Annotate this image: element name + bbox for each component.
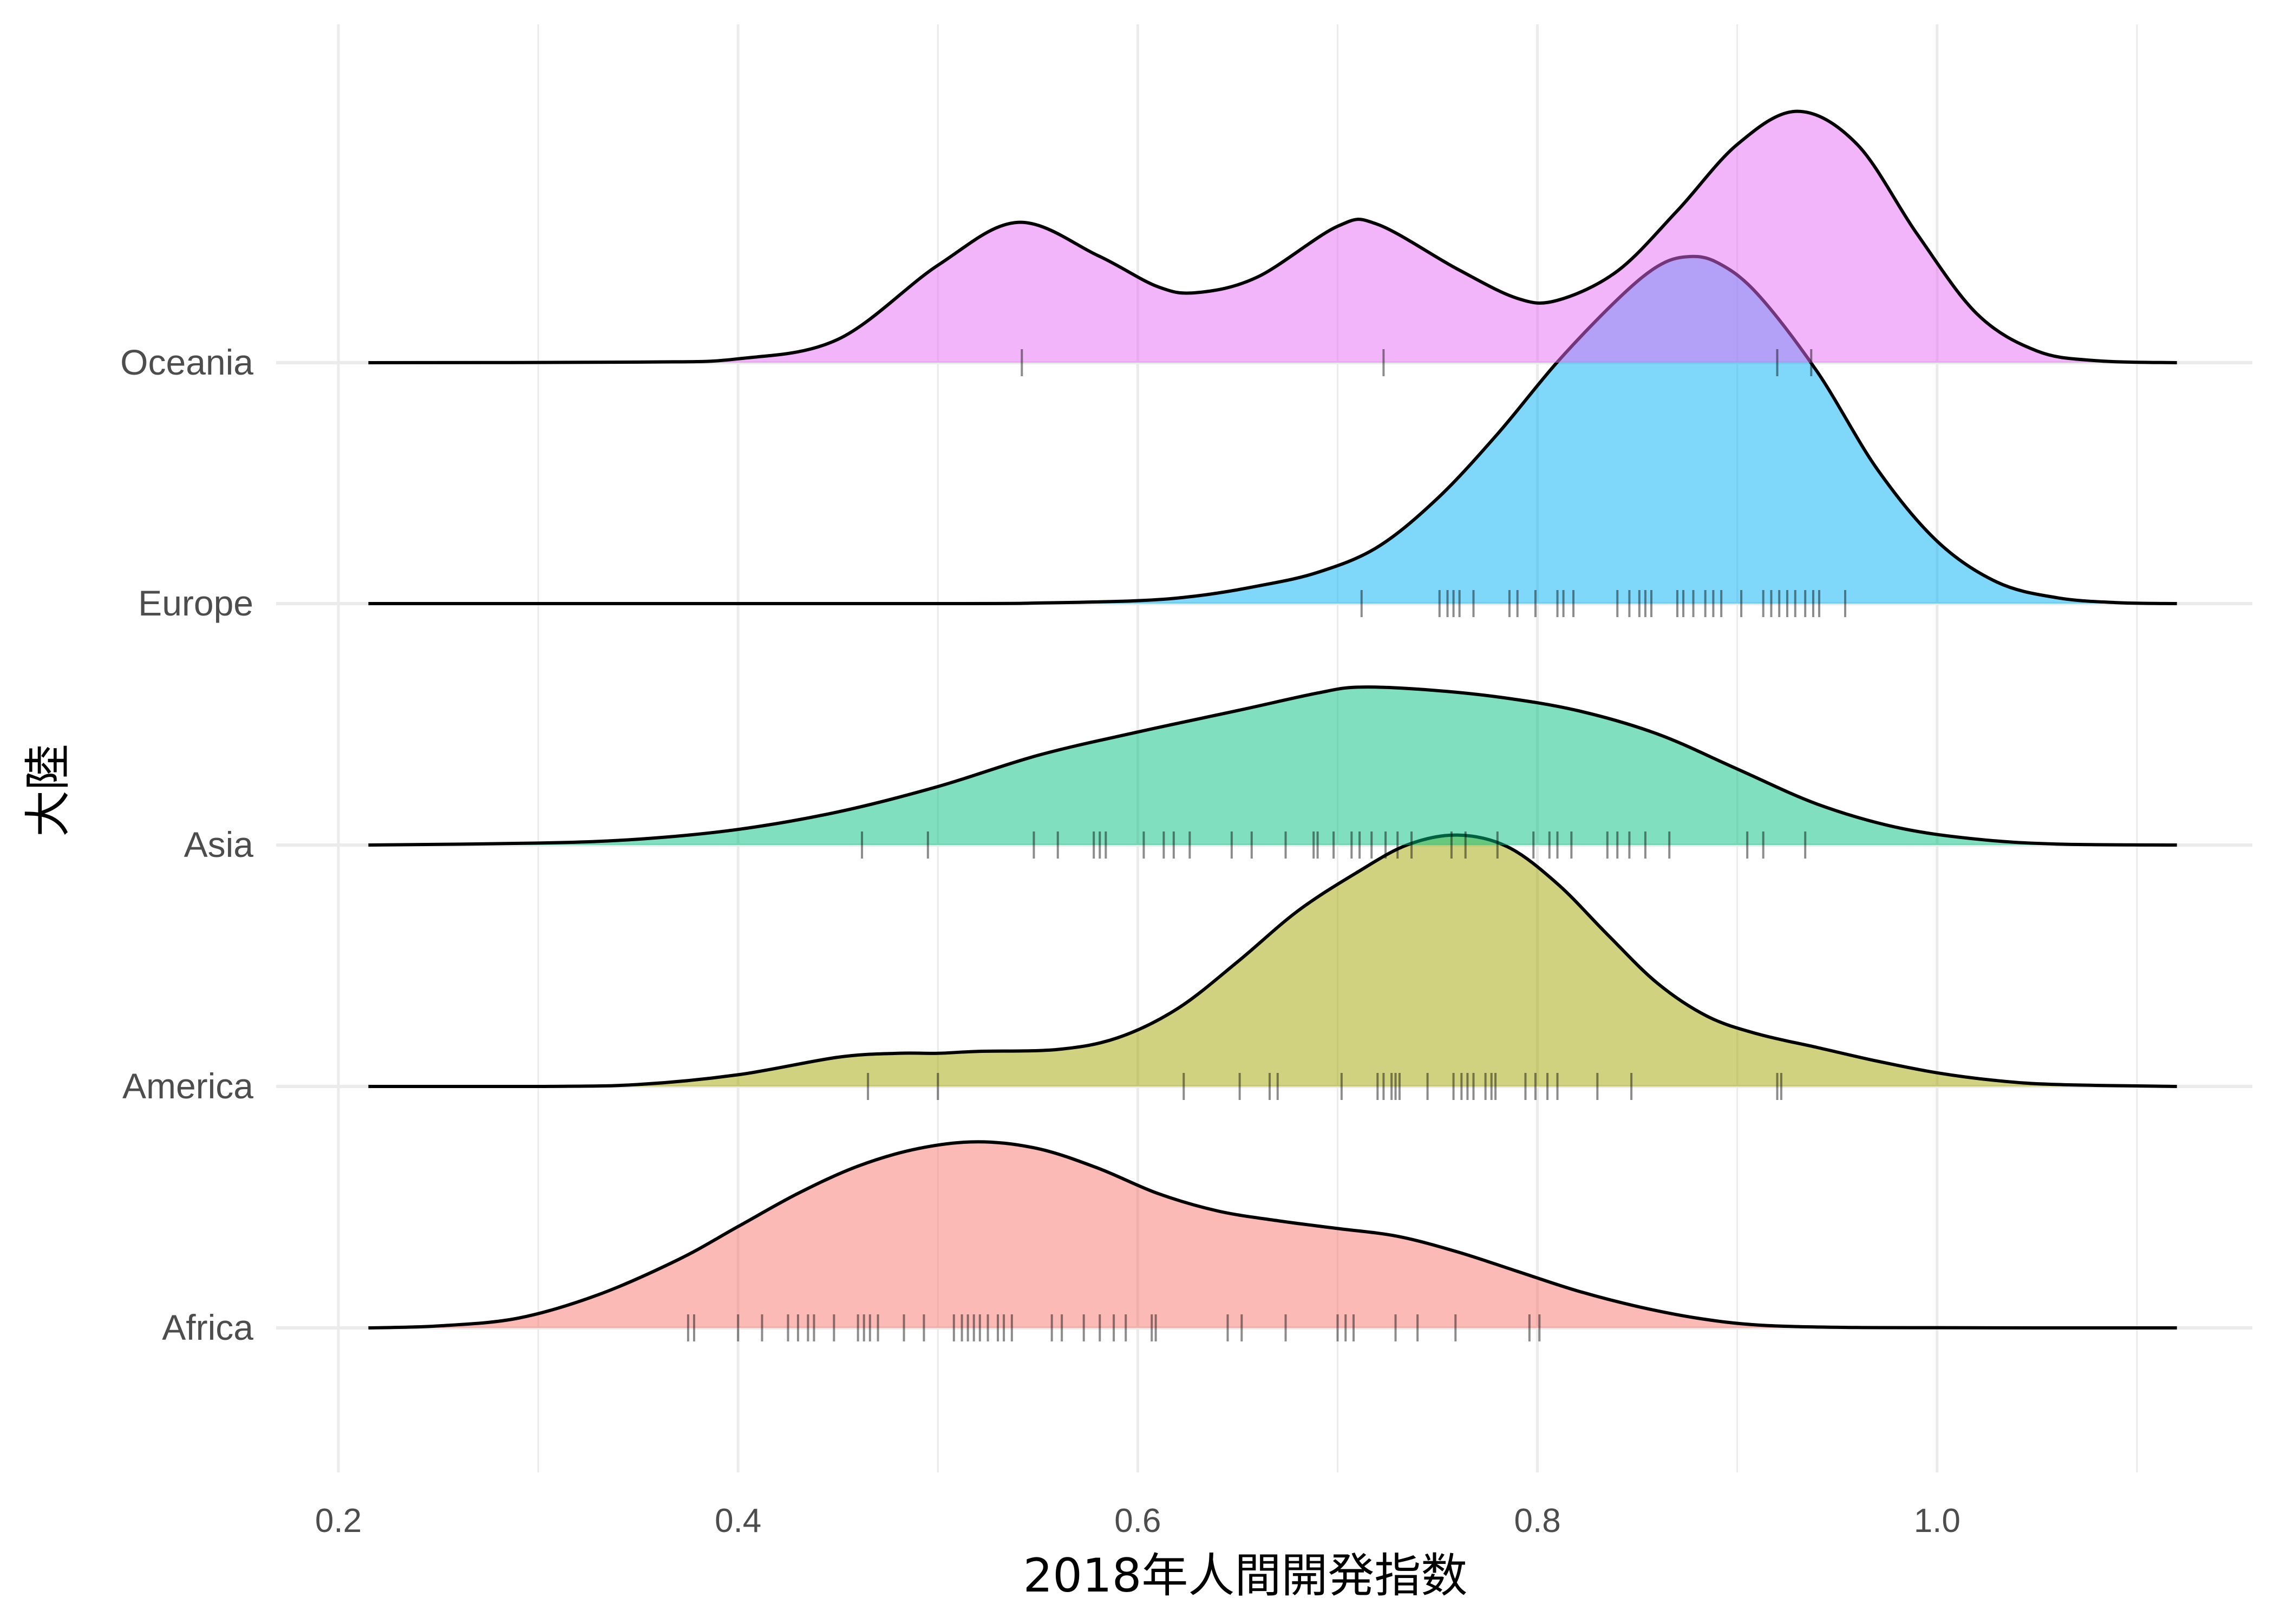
x-tick-label: 0.4 <box>715 1502 761 1540</box>
density-line-africa <box>368 1140 2177 1330</box>
x-tick-label: 1.0 <box>1914 1502 1961 1540</box>
density-fill-oceania <box>368 111 2177 363</box>
density-line-oceania <box>368 109 2177 364</box>
density-line-america <box>368 833 2177 1089</box>
ridges <box>368 109 2177 1341</box>
density-line-europe <box>368 254 2177 606</box>
ridge-america <box>368 833 2177 1100</box>
density-fill-america <box>368 835 2177 1086</box>
y-tick-label-africa: Africa <box>162 1307 253 1347</box>
y-tick-label-europe: Europe <box>138 583 253 623</box>
y-tick-label-oceania: Oceania <box>120 342 253 382</box>
ridge-asia <box>368 685 2177 859</box>
ridge-oceania <box>368 109 2177 376</box>
density-fill-asia <box>368 687 2177 845</box>
x-tick-labels: 0.2 0.4 0.6 0.8 1.0 <box>315 1502 1961 1540</box>
x-tick-label: 0.8 <box>1514 1502 1560 1540</box>
y-tick-labels: Africa America Asia Europe Oceania <box>120 342 253 1347</box>
density-line-asia <box>368 685 2177 847</box>
density-fill-africa <box>368 1142 2177 1328</box>
y-axis-title: 大陸 <box>21 744 75 837</box>
y-tick-label-america: America <box>122 1066 253 1106</box>
x-tick-label: 0.2 <box>315 1502 362 1540</box>
y-tick-label-asia: Asia <box>184 824 254 865</box>
ridge-africa <box>368 1140 2177 1341</box>
x-tick-label: 0.6 <box>1114 1502 1161 1540</box>
x-axis-title: 2018年人間開発指数 <box>1023 1549 1468 1603</box>
